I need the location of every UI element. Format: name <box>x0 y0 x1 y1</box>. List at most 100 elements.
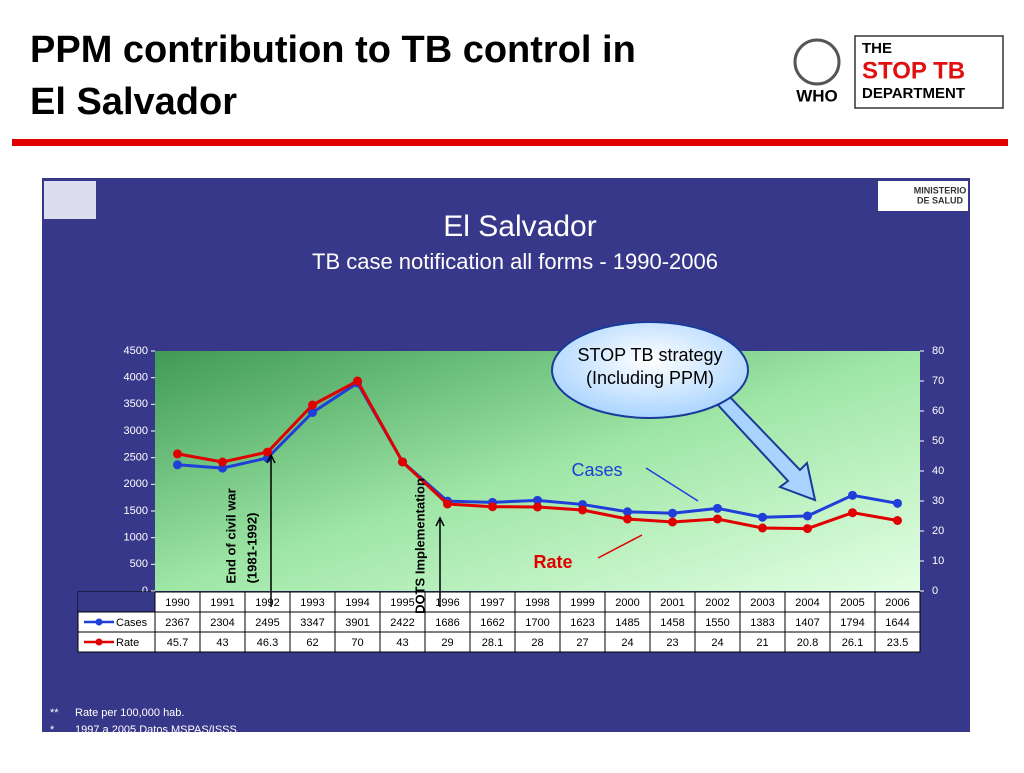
point <box>713 503 722 513</box>
table-value: 1662 <box>480 617 504 629</box>
event-arrowhead <box>266 453 276 464</box>
point <box>353 376 362 386</box>
table-value: 1458 <box>660 617 684 629</box>
point <box>173 449 182 459</box>
annotation: Rate <box>533 552 572 572</box>
x-tick-label: 1991 <box>210 597 234 609</box>
footnote: 1997 a 2005 Datos MSPAS/ISSS <box>75 724 237 736</box>
table-value: 28 <box>531 637 543 649</box>
table-value: 1383 <box>750 617 774 629</box>
x-tick-label: 1990 <box>165 597 189 609</box>
x-tick-label: 1995 <box>390 597 414 609</box>
table-value: 2367 <box>165 617 189 629</box>
legend-label: Cases <box>116 617 148 629</box>
table-value: 45.7 <box>167 637 188 649</box>
point <box>533 495 542 505</box>
y-tick-label: 0 <box>142 585 148 597</box>
point <box>668 517 677 527</box>
table-value: 1686 <box>435 617 459 629</box>
logo-text: STOP TB <box>862 57 965 84</box>
slide-title: PPM contribution to TB control in <box>30 29 636 71</box>
point <box>173 460 182 470</box>
table-value: 1644 <box>885 617 909 629</box>
x-tick-label: 2005 <box>840 597 864 609</box>
strategy-arrow <box>716 393 817 502</box>
point <box>578 505 587 515</box>
table-value: 1407 <box>795 617 819 629</box>
table-value: 24 <box>621 637 633 649</box>
y2-tick-label: 60 <box>932 405 944 417</box>
y-tick-label: 4500 <box>124 345 148 357</box>
title-rule <box>12 139 1008 146</box>
y2-tick-label: 80 <box>932 345 944 357</box>
y-tick-label: 2500 <box>124 452 148 464</box>
point <box>803 524 812 534</box>
table-value: 1485 <box>615 617 639 629</box>
point <box>893 516 902 525</box>
point <box>758 512 767 522</box>
point <box>623 514 632 524</box>
logo-text: THE <box>862 40 892 57</box>
table-value: 1623 <box>570 617 594 629</box>
logo-text: DEPARTMENT <box>862 85 965 102</box>
y-tick-label: 3000 <box>124 425 148 437</box>
annotation: (Including PPM) <box>586 368 714 388</box>
point <box>533 502 542 512</box>
logo-text: WHO <box>796 86 838 105</box>
table-value: 29 <box>441 637 453 649</box>
table-value: 2495 <box>255 617 279 629</box>
table-corner <box>78 592 155 612</box>
annotation: STOP TB strategy <box>577 345 722 365</box>
y-tick-label: 500 <box>130 558 148 570</box>
point <box>398 457 407 467</box>
table-value: 24 <box>711 637 723 649</box>
y2-tick-label: 40 <box>932 465 944 477</box>
point <box>848 508 857 518</box>
x-tick-label: 1998 <box>525 597 549 609</box>
table-value: 28.1 <box>482 637 503 649</box>
logo-text: MINISTERIO <box>914 185 967 195</box>
y-tick-label: 1500 <box>124 505 148 517</box>
point <box>713 514 722 524</box>
point <box>263 447 272 457</box>
emblem <box>44 181 96 219</box>
annotation-arrow <box>645 467 699 502</box>
annotation: (1981-1992) <box>244 513 259 584</box>
x-tick-label: 2003 <box>750 597 774 609</box>
y2-tick-label: 0 <box>932 585 938 597</box>
x-tick-label: 1997 <box>480 597 504 609</box>
table-value: 62 <box>306 637 318 649</box>
y2-tick-label: 50 <box>932 435 944 447</box>
table-value: 23 <box>666 637 678 649</box>
x-tick-label: 2000 <box>615 597 639 609</box>
y2-tick-label: 30 <box>932 495 944 507</box>
x-tick-label: 2006 <box>885 597 909 609</box>
table-value: 21 <box>756 637 768 649</box>
slide-title: El Salvador <box>30 81 237 123</box>
legend-marker <box>95 638 103 646</box>
event-arrowhead <box>435 516 445 527</box>
table-value: 20.8 <box>797 637 818 649</box>
annotation: DOTS Implementation <box>412 478 427 614</box>
who-logo: WHO <box>793 38 841 105</box>
table-value: 23.5 <box>887 637 908 649</box>
table-value: 46.3 <box>257 637 278 649</box>
annotation: End of civil war <box>223 488 238 583</box>
point <box>488 502 497 512</box>
ministry-logo: MINISTERIO DE SALUD <box>878 181 968 211</box>
point <box>308 407 317 417</box>
point <box>308 400 317 410</box>
annotation-arrow <box>597 534 643 559</box>
legend-marker <box>95 618 103 626</box>
table-value: 43 <box>216 637 228 649</box>
logo-text: DE SALUD <box>917 195 964 205</box>
point <box>218 457 227 467</box>
table-value: 3347 <box>300 617 324 629</box>
x-tick-label: 2001 <box>660 597 684 609</box>
point <box>443 499 452 509</box>
x-tick-label: 1993 <box>300 597 324 609</box>
chart-subtitle: TB case notification all forms - 1990-20… <box>312 249 718 274</box>
data-table <box>77 591 921 653</box>
x-tick-label: 1992 <box>255 597 279 609</box>
